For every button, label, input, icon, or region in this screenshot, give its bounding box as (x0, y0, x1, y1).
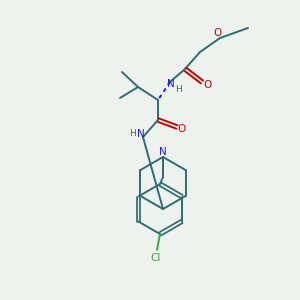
Text: O: O (203, 80, 211, 90)
Text: H: H (176, 85, 182, 94)
Text: O: O (213, 28, 221, 38)
Text: N: N (167, 79, 175, 89)
Text: H: H (130, 128, 136, 137)
Text: O: O (178, 124, 186, 134)
Text: N: N (137, 129, 145, 139)
Text: Cl: Cl (151, 253, 161, 263)
Text: N: N (159, 147, 167, 157)
